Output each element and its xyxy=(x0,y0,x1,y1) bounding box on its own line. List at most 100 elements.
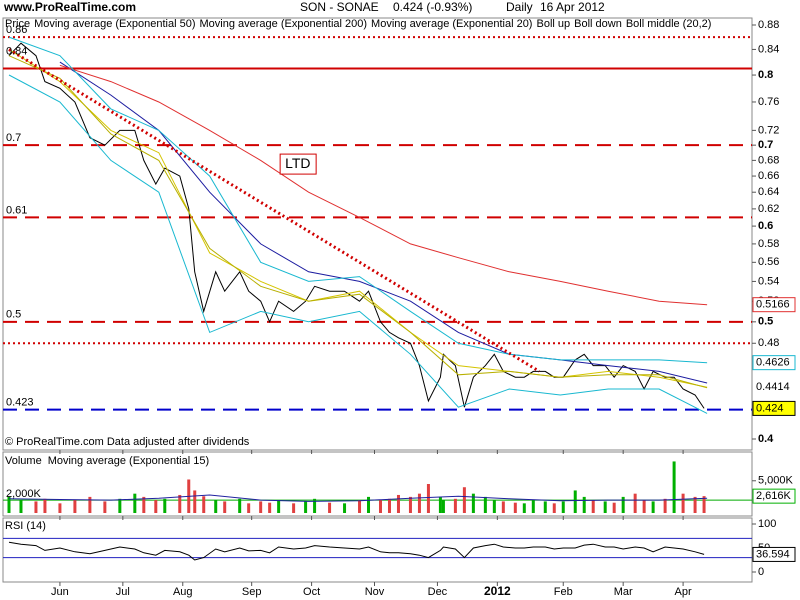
plot-area xyxy=(3,36,752,414)
footnote: © ProRealTime.com Data adjusted after di… xyxy=(5,436,250,448)
value-box xyxy=(752,355,796,371)
y-tick-label: 0.76 xyxy=(758,96,779,108)
y-tick-label: 0.84 xyxy=(758,43,779,55)
volume-bar xyxy=(202,496,206,513)
quote: 0.424 (-0.93%) xyxy=(393,0,472,14)
y-tick-label: 5,000K xyxy=(758,475,794,487)
series-line xyxy=(8,48,708,388)
volume-bar xyxy=(408,496,412,513)
legend-entry: Moving average (Exponential 50) xyxy=(34,18,195,30)
volume-bar xyxy=(441,500,445,513)
legend-entry: Moving average (Exponential 200) xyxy=(200,18,368,30)
annotation-box xyxy=(279,153,317,175)
volume-bar xyxy=(73,500,77,513)
x-tick-label: Jul xyxy=(116,586,130,598)
volume-bar xyxy=(582,496,586,513)
volume-bar xyxy=(426,484,430,513)
x-tick-label: Dec xyxy=(428,586,448,598)
series-line xyxy=(8,42,705,409)
series-line xyxy=(59,61,708,384)
volume-bar xyxy=(672,461,676,513)
y-tick-label: 0.6 xyxy=(758,220,773,232)
level-label: 2,000K xyxy=(6,488,42,500)
value-box xyxy=(753,380,795,395)
x-tick-label: Mar xyxy=(614,586,633,598)
y-tick-label: 0 xyxy=(758,566,764,578)
x-tick-label: Aug xyxy=(173,586,193,598)
price-panel xyxy=(2,17,753,451)
volume-bar xyxy=(531,500,535,513)
rsi-panel xyxy=(2,517,753,583)
volume-bar xyxy=(681,493,685,513)
volume-bar xyxy=(378,500,382,513)
legend-entry: Moving average (Exponential 15) xyxy=(48,455,209,467)
volume-bar xyxy=(591,500,595,513)
series-line xyxy=(8,36,708,364)
x-tick-label: Jun xyxy=(51,586,69,598)
value-box-label: 0.424 xyxy=(756,402,784,414)
volume-bar xyxy=(651,501,655,513)
series-line xyxy=(8,541,705,561)
value-box xyxy=(752,400,796,416)
volume-bar xyxy=(612,502,616,513)
volume-bar xyxy=(642,500,646,513)
series-line xyxy=(8,494,708,502)
x-tick-label: Nov xyxy=(365,586,385,598)
level-label: 0.7 xyxy=(6,132,21,144)
value-box-label: 2,616K xyxy=(756,490,792,502)
value-box-label: 0.5166 xyxy=(756,299,790,311)
volume-bar xyxy=(34,501,38,513)
volume-bar xyxy=(471,493,475,513)
period: Daily xyxy=(506,0,533,14)
volume-bar xyxy=(453,498,457,513)
volume-bar xyxy=(142,496,146,513)
annotation: LTD xyxy=(285,155,310,171)
volume-bar xyxy=(133,493,137,513)
level-label: 0.423 xyxy=(6,397,34,409)
x-tick-label: Apr xyxy=(675,586,692,598)
legend-entry: Boll up xyxy=(536,18,570,30)
volume-bar xyxy=(292,503,296,513)
volume-bar xyxy=(561,501,565,513)
y-tick-label: 100 xyxy=(758,518,776,530)
volume-bar xyxy=(483,496,487,513)
x-tick-label: Feb xyxy=(554,586,573,598)
y-tick-label: 0.64 xyxy=(758,186,779,198)
volume-bar xyxy=(543,501,547,513)
series-line xyxy=(8,74,708,414)
volume-bar xyxy=(633,493,637,513)
volume-bar xyxy=(417,493,421,513)
volume-panel xyxy=(2,451,753,517)
y-tick-label: 0.88 xyxy=(758,19,779,31)
volume-bar xyxy=(573,490,577,513)
value-box-label: 0.4626 xyxy=(756,357,790,369)
volume-bar xyxy=(438,496,442,513)
level-label: 0.86 xyxy=(6,24,27,36)
legend-entry: Boll middle (20,2) xyxy=(626,18,712,30)
y-tick-label: 0.7 xyxy=(758,139,773,151)
volume-bar xyxy=(396,494,400,513)
y-tick-label: 0.72 xyxy=(758,124,779,136)
y-tick-label: 0.48 xyxy=(758,337,779,349)
value-box-label: 0.4414 xyxy=(756,381,790,393)
y-tick-label: 0.4 xyxy=(758,433,774,445)
value-box xyxy=(752,488,796,504)
y-tick-label: 0.66 xyxy=(758,170,779,182)
volume-bar xyxy=(58,503,62,513)
series-line xyxy=(59,64,708,306)
y-tick-label: 0.54 xyxy=(758,275,779,287)
legend-entry: Moving average (Exponential 20) xyxy=(371,18,532,30)
volume-bar xyxy=(7,496,11,513)
volume-bar xyxy=(328,502,332,513)
x-tick-label: 2012 xyxy=(484,584,511,598)
trendline-start-label: 0.84 xyxy=(6,45,27,57)
panel-title: Volume xyxy=(5,455,42,467)
date: 16 Apr 2012 xyxy=(540,0,605,14)
volume-bar xyxy=(88,496,92,513)
volume-bar xyxy=(702,496,706,513)
series-line xyxy=(8,55,708,389)
volume-bar xyxy=(693,496,697,513)
volume-bar xyxy=(154,500,158,513)
volume-bar xyxy=(462,487,466,513)
